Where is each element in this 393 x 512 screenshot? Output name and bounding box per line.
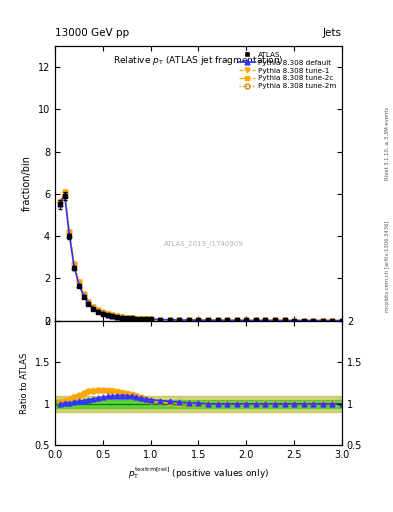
Bar (55, 395, 342, 412)
Y-axis label: fraction/bin: fraction/bin (22, 155, 32, 211)
Text: ATLAS_2019_I1740909: ATLAS_2019_I1740909 (164, 241, 244, 247)
Text: Rivet 3.1.10, ≥ 3.3M events: Rivet 3.1.10, ≥ 3.3M events (385, 106, 389, 180)
Text: mcplots.cern.ch [arXiv:1306.3436]: mcplots.cern.ch [arXiv:1306.3436] (385, 221, 389, 312)
Text: Relative $p_{\rm T}$ (ATLAS jet fragmentation): Relative $p_{\rm T}$ (ATLAS jet fragment… (113, 54, 284, 67)
Text: Jets: Jets (323, 28, 342, 38)
Legend: ATLAS, Pythia 8.308 default, Pythia 8.308 tune-1, Pythia 8.308 tune-2c, Pythia 8: ATLAS, Pythia 8.308 default, Pythia 8.30… (237, 50, 338, 92)
Bar (55, 400, 342, 408)
Text: 13000 GeV pp: 13000 GeV pp (55, 28, 129, 38)
X-axis label: $p_{\rm T}^{\rm textrm[rel]}$ (positive values only): $p_{\rm T}^{\rm textrm[rel]}$ (positive … (128, 466, 269, 481)
Y-axis label: Ratio to ATLAS: Ratio to ATLAS (20, 352, 29, 414)
